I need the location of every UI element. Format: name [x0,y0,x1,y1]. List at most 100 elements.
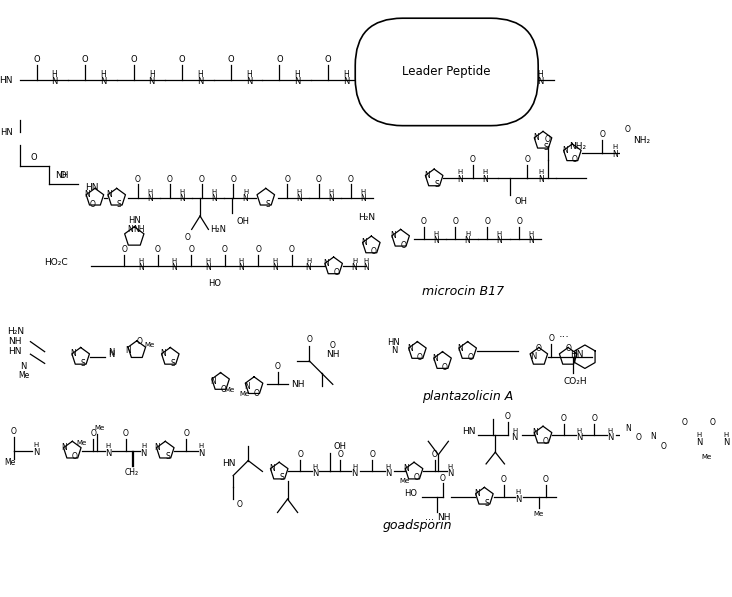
Text: N: N [723,438,730,447]
Text: Me: Me [76,440,86,446]
Text: N: N [424,171,430,180]
Text: O: O [154,245,161,254]
Text: O: O [400,241,406,250]
Text: H: H [465,230,470,236]
Text: N: N [105,448,111,457]
Text: O: O [591,414,597,423]
Text: O: O [542,438,548,447]
Text: O: O [524,155,530,164]
Text: H: H [296,189,302,195]
Text: HN: HN [0,128,13,137]
Text: O: O [470,155,476,164]
Text: H: H [724,432,729,438]
Text: H: H [364,259,369,264]
Text: O: O [222,245,228,254]
Text: H: H [352,464,357,470]
Text: OH: OH [236,217,249,226]
Text: N: N [343,76,349,85]
Text: O: O [635,433,641,442]
Text: N: N [106,190,112,199]
Text: H: H [239,259,244,264]
Text: O: O [681,418,687,427]
Text: Me: Me [225,387,235,393]
Text: HN: HN [128,216,141,225]
Text: H: H [343,70,349,79]
Text: H: H [482,170,488,176]
Text: O: O [373,55,380,64]
Text: O: O [505,412,511,421]
Text: N: N [61,443,67,453]
Text: N: N [474,490,480,498]
Text: N: N [351,469,358,478]
Text: N: N [147,194,153,203]
Text: N: N [391,346,397,355]
Text: H: H [447,464,452,470]
Text: H: H [489,70,495,79]
Text: H: H [138,259,143,264]
Text: N: N [85,190,91,199]
Text: H: H [272,259,277,264]
Text: O: O [274,362,280,371]
Text: O: O [253,389,260,398]
Text: O: O [60,171,67,180]
Text: H: H [172,259,177,264]
Text: microcin B17: microcin B17 [422,285,504,298]
Text: N: N [496,236,502,245]
Text: O: O [90,429,96,438]
Text: NH: NH [56,171,69,180]
Text: S: S [266,199,271,208]
Text: N: N [160,349,166,358]
Text: N: N [403,464,408,473]
Text: H: H [529,230,534,236]
Text: N: N [695,438,702,447]
Text: H₂N: H₂N [211,225,226,234]
Text: N: N [576,433,582,442]
Text: goadsporin: goadsporin [383,519,452,533]
Text: N: N [351,263,357,272]
Text: N: N [20,362,27,371]
Text: H: H [497,230,502,236]
Text: HN: HN [9,347,22,356]
Text: N: N [197,76,203,85]
Text: H: H [458,170,463,176]
Text: NH: NH [291,380,305,389]
Text: Me: Me [239,391,250,398]
Text: N: N [392,76,397,85]
Text: H: H [329,189,334,195]
Text: O: O [440,473,446,482]
Text: N: N [539,176,544,184]
Text: O: O [183,429,189,438]
Text: O: O [179,55,186,64]
Text: H: H [440,70,446,79]
Text: N: N [108,348,115,357]
Text: Leader Peptide: Leader Peptide [403,66,491,78]
Text: O: O [231,175,236,184]
Text: O: O [255,245,261,254]
Text: N: N [458,176,463,184]
Text: O: O [452,217,458,226]
Text: O: O [414,473,419,482]
Text: O: O [624,125,630,134]
Text: S: S [280,473,284,482]
Text: O: O [33,55,40,64]
Text: O: O [72,453,78,461]
Text: S: S [543,143,548,152]
Text: H: H [147,189,153,195]
Text: H: H [246,70,252,79]
Text: CH₂: CH₂ [124,468,139,477]
Text: N: N [210,377,216,386]
Text: Me: Me [18,371,29,380]
Text: O: O [284,175,290,184]
Text: H: H [433,230,438,236]
Text: N: N [33,448,40,457]
Text: HN: HN [463,427,476,436]
Text: OH: OH [334,442,347,451]
Text: N: N [562,146,568,155]
Text: O: O [82,55,89,64]
Text: N: N [127,225,132,234]
Text: O: O [11,427,17,436]
Text: NH: NH [133,225,145,234]
Text: O: O [542,475,548,484]
Text: N: N [512,433,518,442]
Text: O: O [130,55,137,64]
